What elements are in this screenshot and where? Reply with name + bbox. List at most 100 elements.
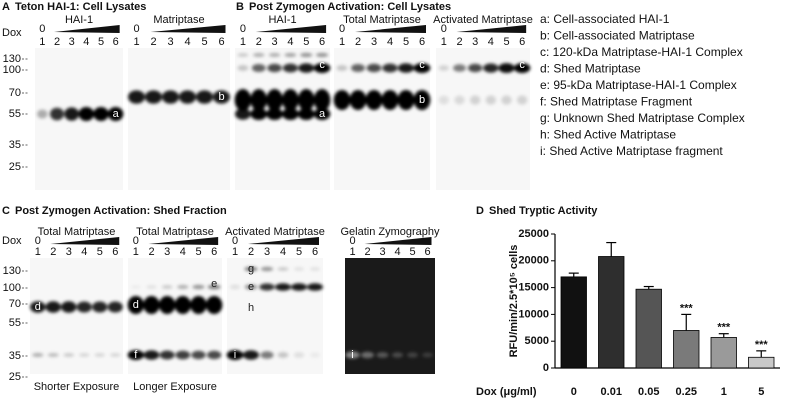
legend-item: i: Shed Active Matriptase fragment [540, 144, 723, 158]
band [78, 107, 94, 121]
bar [598, 256, 625, 369]
blot-title: Activated Matriptase [225, 226, 325, 238]
lane-zero: 0 [349, 235, 355, 247]
band [501, 95, 512, 105]
band [307, 283, 323, 291]
band [366, 63, 382, 73]
band [407, 352, 418, 358]
band-label: i [234, 349, 236, 361]
lane-zero: 0 [133, 235, 139, 247]
significance: *** [717, 322, 731, 334]
band [145, 90, 162, 104]
blot-bg [345, 258, 435, 374]
mw-label: 55 [9, 108, 21, 120]
legend-item: c: 120-kDa Matriptase-HAI-1 Complex [540, 45, 743, 59]
bands [234, 52, 331, 120]
band [315, 52, 329, 58]
lane-zero: 0 [39, 23, 45, 35]
band [237, 65, 249, 71]
lane-number: 1 [240, 36, 246, 48]
blot-title: HAI-1 [268, 14, 296, 26]
band [391, 352, 404, 358]
lane-number: 1 [339, 36, 345, 48]
band [298, 108, 315, 120]
band [143, 296, 160, 314]
band [365, 90, 383, 110]
lane-number: 4 [280, 246, 286, 258]
band [159, 296, 176, 314]
lane-number: 3 [371, 36, 377, 48]
band [422, 352, 433, 358]
error-bar [606, 241, 617, 257]
lane-number: 5 [98, 36, 104, 48]
mw-label: 70 [9, 87, 21, 99]
blot-title: Total Matriptase [136, 226, 214, 238]
band [485, 95, 497, 105]
band-label: i [351, 349, 353, 361]
x-tick-label: 0.25 [676, 386, 697, 398]
band [174, 296, 191, 314]
band [397, 90, 415, 110]
blot-caption: Shorter Exposure [34, 381, 120, 393]
mw-label: 70 [9, 298, 21, 310]
band [313, 63, 331, 73]
y-tick-label: 15000 [518, 282, 549, 294]
band [351, 64, 365, 72]
legend-item: h: Shed Active Matriptase [540, 128, 676, 142]
error-bar [756, 350, 767, 358]
lane-number: 6 [419, 36, 425, 48]
mw-label: 35 [9, 139, 21, 151]
legend-item: e: 95-kDa Matriptase-HAI-1 Complex [540, 78, 737, 92]
x-tick-label: 5 [758, 386, 764, 398]
band [309, 267, 321, 271]
band [277, 267, 289, 271]
blot-title: Matriptase [153, 14, 204, 26]
band [45, 301, 61, 313]
band [260, 266, 274, 272]
lane-number: 1 [35, 246, 41, 258]
band [159, 350, 175, 360]
band-label: a [319, 108, 326, 120]
band [177, 285, 189, 289]
band [345, 351, 360, 359]
chart-title: Shed Tryptic Activity [489, 205, 598, 217]
lane-number: 6 [319, 36, 325, 48]
band [243, 350, 259, 360]
blot-title: Activated Matriptase [433, 14, 533, 26]
band [30, 301, 46, 313]
y-tick-label: 0 [543, 362, 549, 374]
dox-wedge [355, 25, 426, 33]
lane-number: 3 [272, 36, 278, 48]
lane-number: 4 [488, 36, 494, 48]
lane-number: 2 [256, 36, 262, 48]
mw-label: 100 [3, 64, 21, 76]
bands [333, 63, 431, 110]
lane-zero: 0 [35, 235, 41, 247]
error-bar [681, 313, 692, 331]
band-label: a [113, 108, 120, 120]
band [50, 107, 64, 121]
panel-letter: D [476, 205, 484, 217]
lane-number: 5 [503, 36, 509, 48]
band [333, 90, 351, 110]
band [291, 283, 307, 291]
bar [673, 330, 700, 369]
lane-number: 6 [519, 36, 525, 48]
band [61, 301, 77, 313]
lane-zero: 0 [339, 23, 345, 35]
lane-zero: 0 [240, 23, 246, 35]
lane-number: 6 [218, 36, 224, 48]
lane-number: 2 [248, 246, 254, 258]
lane-number: 3 [379, 246, 385, 258]
band [300, 52, 313, 58]
band [229, 284, 241, 290]
bar [635, 288, 662, 369]
bar [710, 337, 737, 369]
lane-number: 3 [167, 36, 173, 48]
band [336, 65, 348, 71]
band [237, 53, 249, 57]
band [483, 63, 499, 73]
bands [345, 351, 433, 359]
band [282, 108, 299, 120]
